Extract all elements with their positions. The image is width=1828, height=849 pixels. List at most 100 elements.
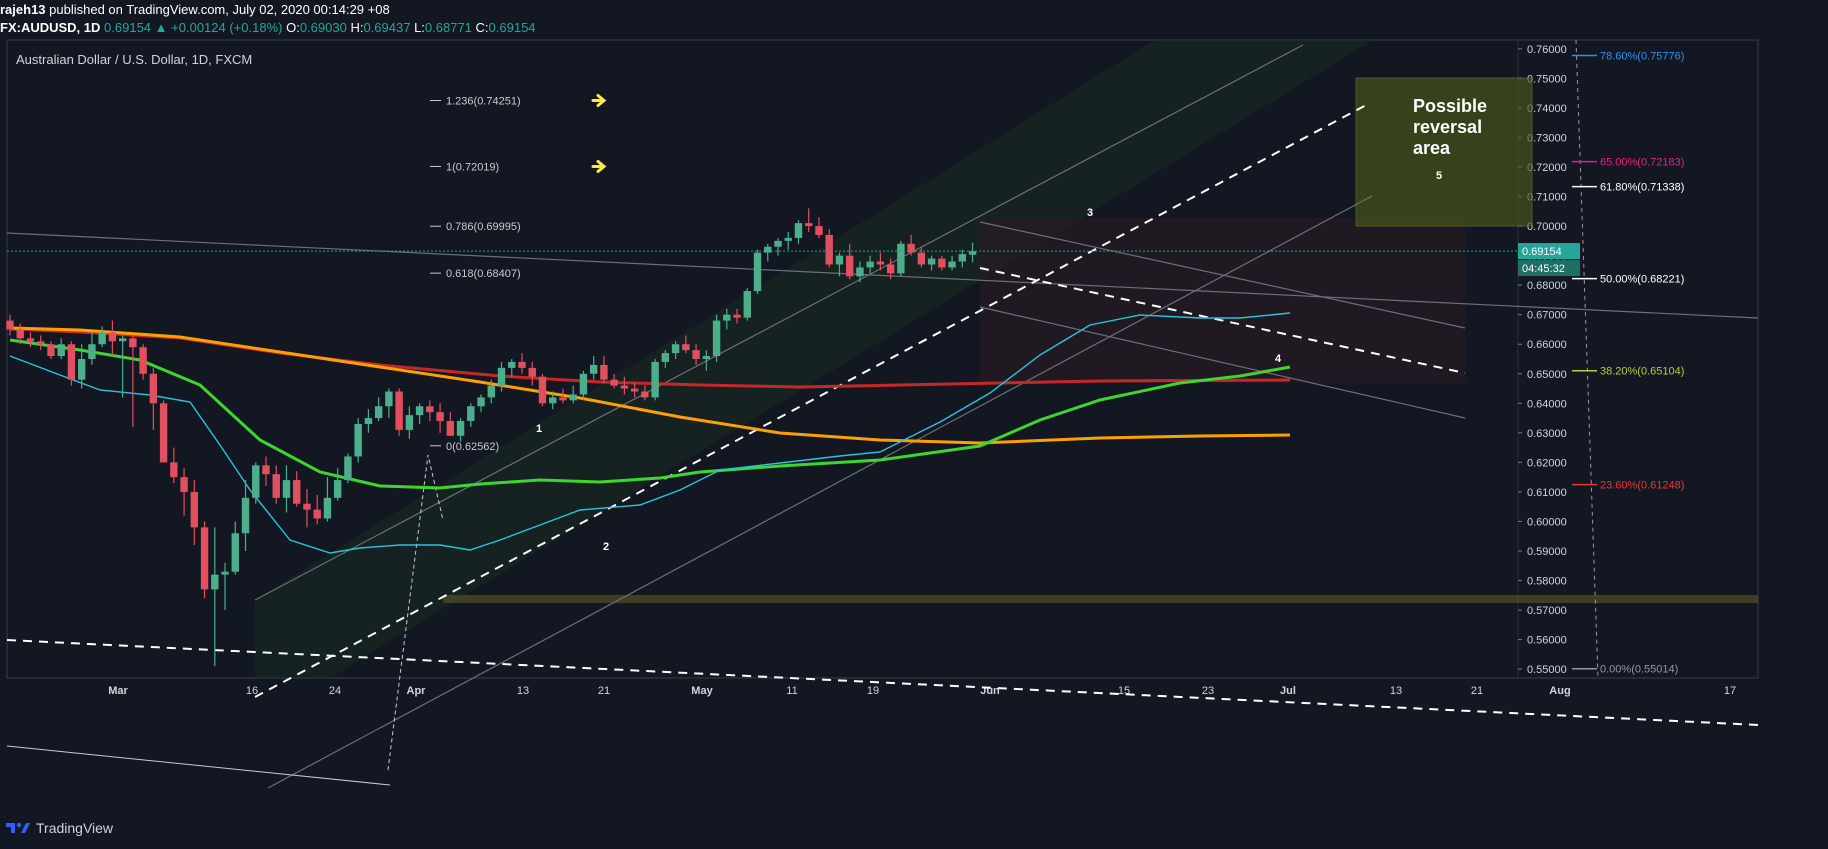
chart-canvas[interactable]: 0.76000 0.75000 0.74000 0.73000 0.72000 0.710… — [0, 0, 1828, 800]
candle-body — [589, 364, 598, 374]
price-change: +0.00124 (+0.18%) — [171, 20, 283, 35]
y-tick-label: 0.66000 — [1527, 339, 1567, 351]
y-tick-label: 0.72000 — [1527, 162, 1567, 174]
chart-title: Australian Dollar / U.S. Dollar, 1D, FXC… — [16, 52, 253, 67]
footer-brand[interactable]: TradingView — [6, 820, 113, 836]
reversal-text: reversal — [1413, 117, 1482, 137]
wave-label: 2 — [603, 541, 609, 553]
candle-body — [98, 332, 106, 345]
candle-body — [354, 423, 362, 457]
candle-body — [180, 477, 188, 492]
pink-lower-line — [979, 306, 1466, 419]
candle-body — [303, 503, 311, 510]
candle-body — [549, 397, 557, 404]
candle-body — [835, 255, 844, 265]
fib-level-label: 65.00%(0.72183) — [1600, 157, 1684, 169]
candle-body — [221, 571, 229, 575]
reversal-text: Possible — [1413, 96, 1487, 116]
fib-level-label: 61.80%(0.71338) — [1600, 182, 1684, 194]
candle-body — [784, 237, 792, 241]
price-tag-bg — [1518, 243, 1580, 260]
channel-upper-line — [254, 44, 1304, 601]
candle-body — [170, 462, 178, 478]
y-tick-label: 0.65000 — [1527, 369, 1567, 381]
fib-connector — [387, 454, 444, 771]
candle-body — [938, 258, 946, 268]
dashed-trend-up — [254, 102, 1371, 698]
countdown-tag-bg — [1518, 260, 1580, 277]
candle-body — [866, 261, 874, 268]
fib-level-label: 0.00%(0.55014) — [1600, 664, 1678, 676]
y-tick-label: 0.74000 — [1527, 103, 1567, 115]
candle-body — [538, 376, 547, 404]
wave-label: 1 — [536, 423, 542, 435]
candle-body — [856, 267, 864, 277]
fib-retracement-trend — [1575, 39, 1599, 679]
x-tick-label: Apr — [407, 685, 427, 697]
x-tick-label: 21 — [1471, 685, 1483, 697]
x-tick-label: 13 — [1390, 685, 1402, 697]
countdown-tag-text: 04:45:32 — [1522, 263, 1565, 275]
fib-ext-label: 0(0.62562) — [446, 441, 499, 453]
y-tick-label: 0.59000 — [1527, 546, 1567, 558]
candle-body — [262, 465, 270, 475]
candle-body — [426, 406, 434, 413]
candle-body — [917, 252, 926, 265]
candle-body — [385, 391, 393, 407]
candle-body — [753, 252, 762, 292]
author-name[interactable]: rajeh13 — [0, 2, 46, 17]
wave-label: 3 — [1087, 207, 1093, 219]
candle-body — [16, 329, 24, 339]
candle-body — [764, 246, 772, 253]
candle-body — [477, 397, 485, 407]
candle-body — [241, 497, 250, 534]
y-tick-label: 0.60000 — [1527, 516, 1567, 528]
low-value: 0.68771 — [424, 20, 472, 35]
x-tick-label: Jul — [1280, 685, 1296, 697]
candle-body — [723, 314, 731, 321]
candle-body — [446, 421, 455, 436]
price-tag-text: 0.69154 — [1522, 246, 1562, 258]
candle-body — [6, 320, 14, 330]
candle-body — [293, 480, 301, 504]
candle-body — [671, 344, 680, 354]
wave-label: 5 — [1436, 170, 1442, 182]
ema-green-line — [9, 338, 1291, 490]
candle-body — [159, 403, 168, 463]
candle-body — [374, 406, 383, 419]
publish-text: published on TradingView.com, July 02, 2… — [45, 2, 390, 17]
candle-body — [272, 474, 280, 498]
ema-cyan-line — [9, 312, 1291, 554]
y-tick-label: 0.71000 — [1527, 192, 1567, 204]
candle-body — [344, 456, 352, 481]
candle-body — [467, 406, 475, 422]
open-label: O: — [286, 20, 300, 35]
tradingview-logo-icon — [6, 822, 30, 833]
candle-body — [579, 373, 588, 395]
candle-body — [88, 344, 96, 359]
candle-body — [211, 574, 219, 590]
candle-body — [559, 397, 567, 401]
dashed-trend-low — [6, 639, 1759, 726]
candle-body — [958, 254, 967, 262]
low-label: L: — [414, 20, 425, 35]
candle-body — [948, 261, 956, 268]
x-tick-label: 23 — [1202, 685, 1214, 697]
pink-zone — [980, 218, 1465, 383]
long-trend-line — [6, 232, 1759, 319]
channel-lower-line — [267, 195, 1373, 789]
candle-body — [825, 234, 833, 265]
candle-body — [712, 320, 721, 357]
y-tick-label: 0.55000 — [1527, 664, 1567, 676]
x-tick-label: 17 — [1724, 685, 1736, 697]
candle-body — [333, 480, 342, 498]
candle-body — [77, 359, 86, 380]
y-tick-label: 0.62000 — [1527, 457, 1567, 469]
candle-body — [190, 491, 199, 528]
candle-body — [456, 421, 465, 436]
candle-body — [26, 338, 35, 342]
candle-body — [528, 367, 536, 377]
y-axis: 0.76000 0.75000 0.74000 0.73000 0.72000 0.710… — [1518, 44, 1567, 676]
candle-body — [313, 509, 321, 519]
up-triangle-icon: ▲ — [154, 20, 168, 35]
